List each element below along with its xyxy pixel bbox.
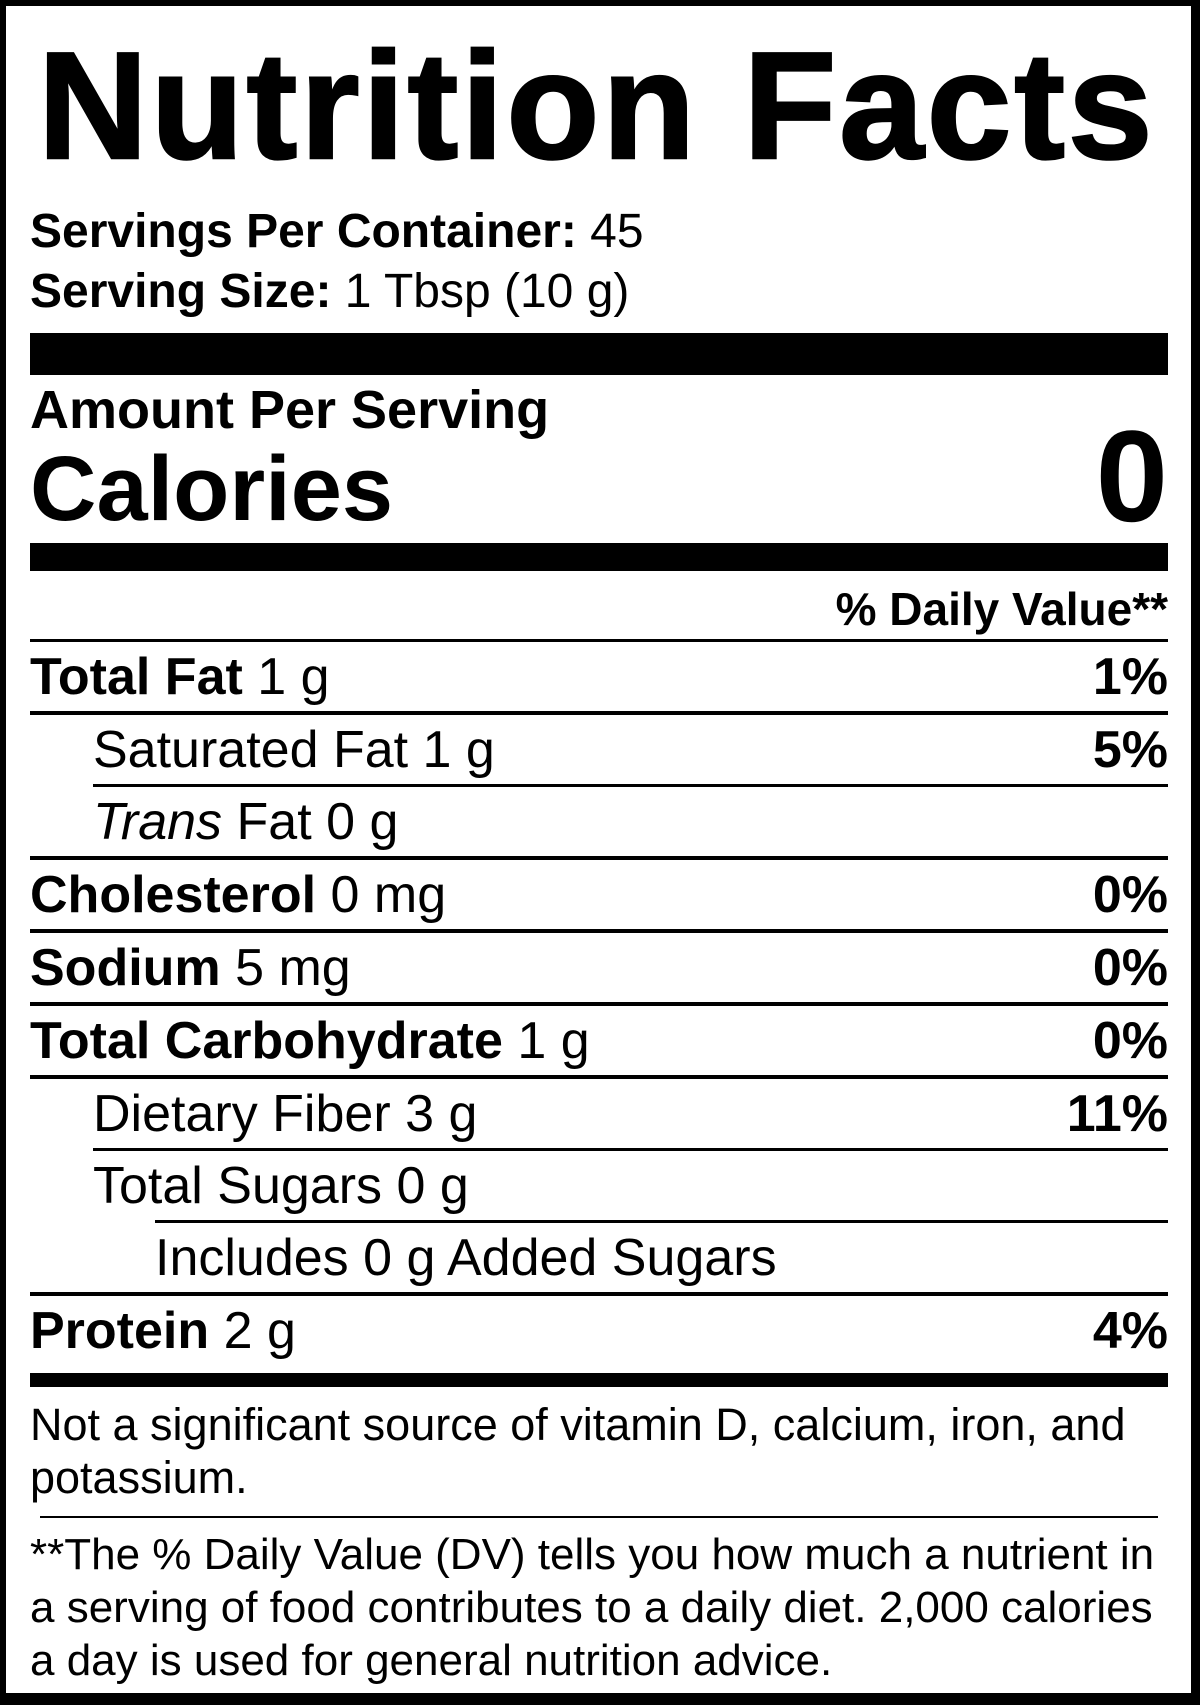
nutrient-name: Total Carbohydrate 1 g bbox=[30, 1011, 590, 1070]
thick-divider-bottom bbox=[30, 1373, 1168, 1387]
daily-value-percent: 0% bbox=[1092, 1011, 1168, 1070]
servings-per-container-label: Servings Per Container: bbox=[30, 205, 577, 258]
separator bbox=[30, 1002, 1168, 1006]
daily-value-percent: 0% bbox=[1092, 865, 1168, 924]
nutrition-facts-title: Nutrition Facts bbox=[37, 21, 1156, 191]
nutrient-row-cholesterol: Cholesterol 0 mg 0% bbox=[30, 860, 1168, 929]
nutrient-row-protein: Protein 2 g 4% bbox=[30, 1296, 1168, 1365]
nutrient-row-total-sugars: Total Sugars 0 g bbox=[30, 1151, 1168, 1220]
nutrient-name: Dietary Fiber 3 g bbox=[93, 1084, 478, 1143]
nutrient-name: Total Sugars 0 g bbox=[93, 1156, 469, 1215]
separator bbox=[30, 639, 1168, 642]
daily-value-percent: 0% bbox=[1092, 938, 1168, 997]
calories-row: Calories 0 bbox=[30, 411, 1168, 541]
nutrient-row-total-carbohydrate: Total Carbohydrate 1 g 0% bbox=[30, 1006, 1168, 1075]
nutrient-name: Cholesterol 0 mg bbox=[30, 865, 447, 924]
separator bbox=[93, 784, 1168, 787]
daily-value-percent: 1% bbox=[1092, 647, 1168, 706]
nutrient-name: Total Fat 1 g bbox=[30, 647, 330, 706]
serving-size-label: Serving Size: bbox=[30, 265, 332, 318]
serving-info: Servings Per Container: 45 Serving Size:… bbox=[30, 202, 1168, 322]
daily-value-footnote: **The % Daily Value (DV) tells you how m… bbox=[30, 1530, 1155, 1685]
daily-value-percent: 5% bbox=[1092, 720, 1168, 779]
separator bbox=[30, 1292, 1168, 1296]
servings-per-container-value: 45 bbox=[576, 205, 644, 258]
nutrient-name: Saturated Fat 1 g bbox=[93, 720, 495, 779]
nutrient-row-dietary-fiber: Dietary Fiber 3 g 11% bbox=[30, 1079, 1168, 1148]
nutrient-name: Sodium 5 mg bbox=[30, 938, 351, 997]
daily-value-header: % Daily Value** bbox=[835, 583, 1168, 635]
separator bbox=[30, 929, 1168, 933]
nutrient-row-added-sugars: Includes 0 g Added Sugars bbox=[30, 1223, 1168, 1292]
nutrient-row-trans-fat: Trans Fat 0 g bbox=[30, 787, 1168, 856]
serving-size-line: Serving Size: 1 Tbsp (10 g) bbox=[30, 262, 1168, 322]
not-significant-note: Not a significant source of vitamin D, c… bbox=[30, 1399, 1126, 1503]
thick-divider-top bbox=[30, 333, 1168, 375]
daily-value-percent: 11% bbox=[1066, 1084, 1168, 1143]
footnote-divider bbox=[40, 1516, 1158, 1518]
nutrient-name: Protein 2 g bbox=[30, 1301, 296, 1360]
amount-per-serving-label: Amount Per Serving bbox=[30, 380, 550, 440]
nutrient-row-saturated-fat: Saturated Fat 1 g 5% bbox=[30, 715, 1168, 784]
separator bbox=[93, 1148, 1168, 1151]
separator bbox=[30, 1075, 1168, 1079]
nutrient-name: Trans Fat 0 g bbox=[93, 792, 399, 851]
serving-size-value: 1 Tbsp (10 g) bbox=[331, 265, 630, 318]
calories-value: 0 bbox=[1095, 403, 1168, 549]
thick-divider-calories bbox=[30, 543, 1168, 571]
separator bbox=[30, 856, 1168, 860]
servings-per-container-line: Servings Per Container: 45 bbox=[30, 202, 1168, 262]
calories-label: Calories bbox=[30, 438, 394, 540]
nutrient-row-sodium: Sodium 5 mg 0% bbox=[30, 933, 1168, 1002]
daily-value-percent: 4% bbox=[1092, 1301, 1168, 1360]
nutrient-row-total-fat: Total Fat 1 g 1% bbox=[30, 642, 1168, 711]
nutrient-name: Includes 0 g Added Sugars bbox=[155, 1228, 777, 1287]
separator bbox=[30, 711, 1168, 715]
separator bbox=[155, 1220, 1168, 1223]
